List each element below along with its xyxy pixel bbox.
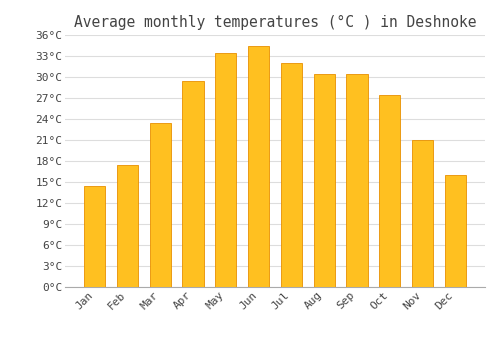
Title: Average monthly temperatures (°C ) in Deshnoke: Average monthly temperatures (°C ) in De…: [74, 15, 476, 30]
Bar: [84, 186, 106, 287]
Bar: [412, 140, 433, 287]
Bar: [280, 63, 302, 287]
Bar: [346, 74, 368, 287]
Bar: [379, 94, 400, 287]
Bar: [117, 164, 138, 287]
Bar: [314, 74, 335, 287]
Bar: [150, 122, 171, 287]
Bar: [182, 80, 204, 287]
Bar: [248, 46, 270, 287]
Bar: [444, 175, 466, 287]
Bar: [215, 52, 236, 287]
